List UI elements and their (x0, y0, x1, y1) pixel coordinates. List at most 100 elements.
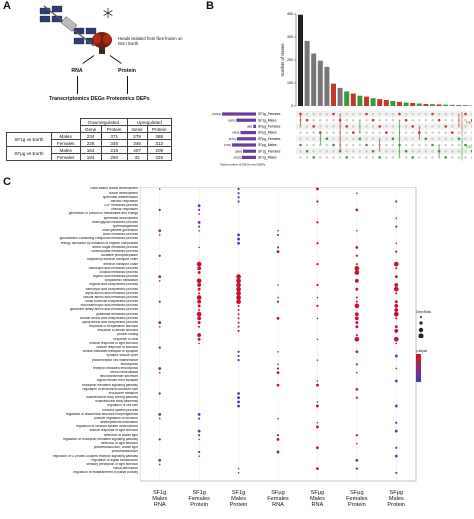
intersection-bar (331, 83, 336, 106)
matrix-dot (470, 112, 472, 116)
go-enrichment-dot (277, 284, 279, 286)
set-size-count: (463) (232, 131, 239, 135)
go-term-label: receptor-mediated endocytosis (92, 366, 138, 370)
row-sex: Males (50, 132, 81, 140)
table-row: Females 184 250 32 329 (7, 153, 173, 161)
row-sex: Females (50, 153, 81, 161)
go-enrichment-dot (237, 313, 240, 316)
matrix-dot (332, 156, 335, 159)
matrix-dot (437, 131, 441, 134)
go-enrichment-dot (237, 325, 240, 328)
col-protein-up: Protein (146, 125, 173, 133)
go-enrichment-dot (196, 261, 202, 267)
go-enrichment-dot (356, 442, 358, 445)
matrix-dot (325, 118, 329, 122)
go-term-label: vesicle-mediated transport in synapse (82, 350, 138, 354)
matrix-dot (424, 131, 428, 134)
go-term-label: phototransduction (111, 450, 138, 454)
go-enrichment-dot (158, 371, 161, 374)
go-enrichment-dot (355, 300, 358, 303)
go-term-label: positive regulation of behavior (94, 416, 138, 420)
matrix-dot (312, 125, 315, 128)
go-enrichment-dot (236, 286, 241, 292)
go-enrichment-dot (158, 300, 161, 303)
column-label-line: RNA (311, 502, 324, 509)
matrix-dot (431, 156, 434, 159)
go-enrichment-dot (395, 250, 398, 253)
go-enrichment-dot (158, 254, 161, 257)
matrix-dot (352, 137, 355, 141)
matrix-dot (365, 118, 368, 122)
row-sex: Females (50, 139, 81, 147)
go-term-label: cellular response to stimulus (96, 346, 138, 349)
go-enrichment-dot (394, 283, 399, 287)
matrix-dot (371, 149, 375, 153)
row-group: SFμg vs Earth (6, 146, 52, 161)
go-enrichment-dot (198, 225, 201, 228)
go-enrichment-dot (394, 404, 398, 408)
go-enrichment-dot (355, 334, 358, 337)
matrix-dot (332, 149, 335, 153)
go-enrichment-dot (237, 233, 240, 237)
matrix-dot (365, 156, 368, 159)
go-enrichment-dot (393, 261, 399, 267)
go-enrichment-dot (316, 338, 319, 341)
go-enrichment-dot (158, 188, 161, 190)
arrow-to-rna (82, 55, 95, 64)
go-enrichment-dot (316, 401, 319, 403)
intersection-bar (416, 103, 422, 106)
go-term-label: rhodopsin mediated signaling pathway (81, 383, 138, 387)
go-enrichment-dot (198, 213, 200, 215)
go-enrichment-dot (196, 278, 202, 284)
matrix-dot (457, 156, 461, 159)
go-term-label: response to heat (113, 337, 138, 341)
go-term-label: sensory perception of light stimulus (86, 462, 139, 466)
matrix-dot (378, 112, 381, 116)
go-enrichment-dot (395, 446, 398, 449)
matrix-row-band (296, 135, 472, 142)
go-term-label: oxidative phosphorylation (100, 254, 138, 258)
go-term-label: regulation of signal transduction (91, 458, 138, 462)
go-enrichment-dot (355, 387, 359, 391)
go-enrichment-dot (355, 246, 359, 249)
column-label-line: Protein (229, 502, 248, 509)
go-enrichment-dot (237, 329, 240, 332)
cell: 346 (100, 139, 128, 147)
intersection-bar (357, 95, 363, 106)
go-enrichment-dot (158, 325, 161, 328)
set-label: SFμg_Females (258, 125, 281, 129)
matrix-dot (358, 156, 362, 159)
matrix-row-band (296, 148, 472, 155)
set-size-bar (236, 137, 256, 141)
matrix-dot (345, 143, 348, 147)
go-enrichment-dot (276, 300, 280, 303)
go-enrichment-dot (197, 220, 201, 224)
matrix-dot (431, 112, 434, 116)
cell: 250 (100, 153, 128, 161)
matrix-dot (464, 125, 467, 128)
matrix-dot (312, 143, 315, 147)
matrix-dot (332, 131, 335, 134)
go-enrichment-dot (355, 350, 359, 354)
matrix-dot (404, 137, 408, 141)
go-enrichment-dot (354, 316, 359, 321)
go-term-label: glutamate metabolic process (96, 312, 138, 316)
legend-size-dots (418, 316, 424, 339)
matrix-dot (431, 149, 434, 153)
go-enrichment-dot (354, 303, 360, 309)
go-enrichment-dot (395, 292, 398, 295)
matrix-dot (451, 112, 454, 116)
go-enrichment-dot (316, 359, 319, 361)
matrix-dot (411, 131, 414, 134)
matrix-dot (352, 149, 355, 153)
matrix-dot (312, 137, 315, 141)
go-term-label: ATP metabolic process (104, 204, 138, 208)
matrix-dot (305, 137, 309, 141)
matrix-dot (325, 125, 329, 128)
column-label-line: Males (388, 496, 404, 503)
arrow-to-proteomics (127, 76, 128, 94)
matrix-dot (470, 125, 472, 128)
matrix-dot (305, 156, 309, 159)
matrix-dot (451, 118, 454, 122)
go-enrichment-dot (198, 292, 201, 295)
